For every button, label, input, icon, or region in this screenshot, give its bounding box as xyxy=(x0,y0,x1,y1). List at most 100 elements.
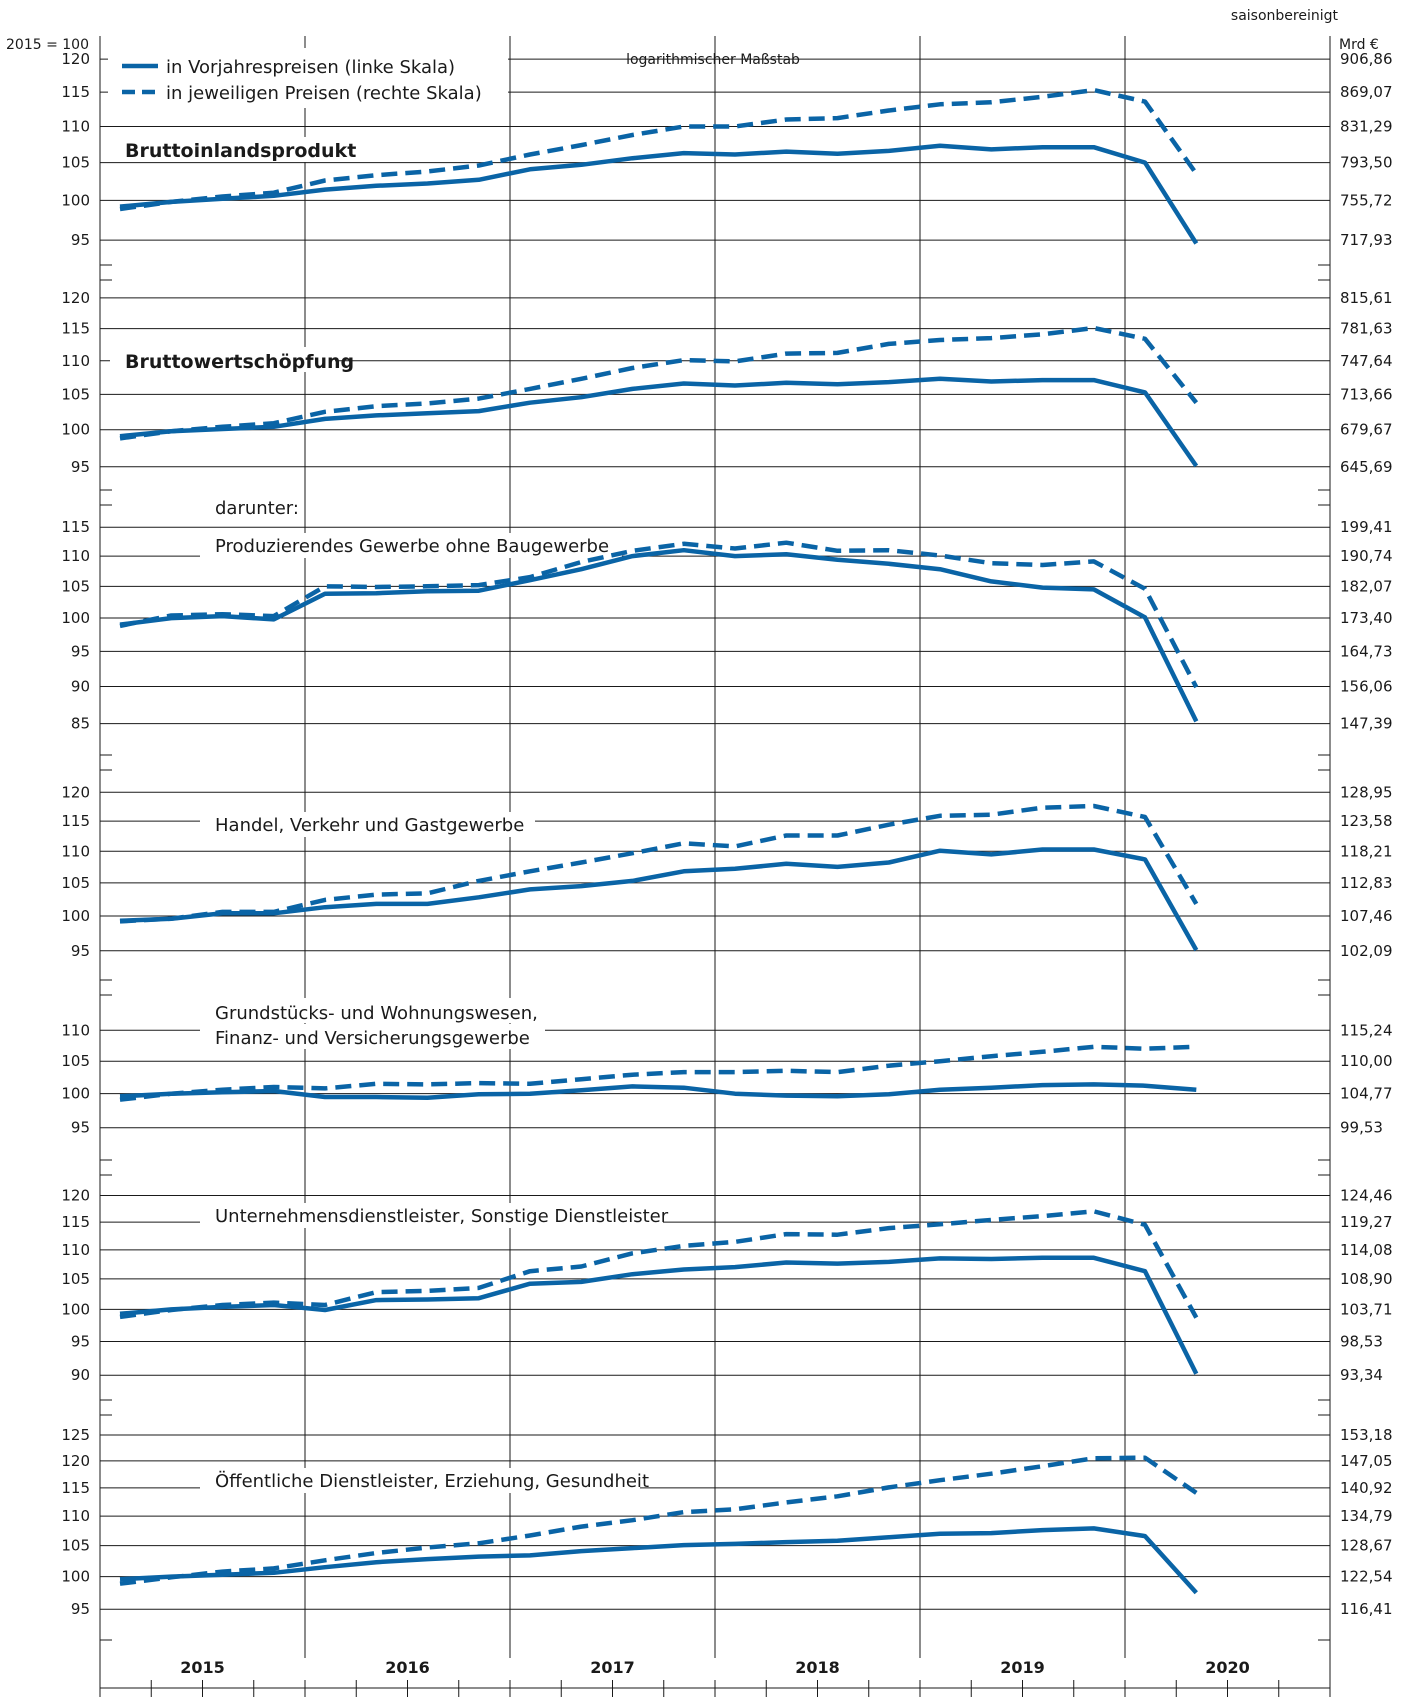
right-axis-unit: Mrd € xyxy=(1339,37,1379,53)
panel-5: 110 115,24 105 110,00 100 104,77 95 99,53 Grunds… xyxy=(61,994,1393,1161)
year-label-2015: 2015 xyxy=(180,1658,225,1677)
left-tick-label: 110 xyxy=(61,118,90,136)
right-tick-label: 103,71 xyxy=(1340,1300,1393,1318)
year-label-2020: 2020 xyxy=(1205,1658,1250,1677)
right-tick-label: 717,93 xyxy=(1340,231,1393,249)
right-tick-label: 114,08 xyxy=(1340,1241,1393,1259)
left-tick-label: 95 xyxy=(71,642,90,660)
year-label-2019: 2019 xyxy=(1000,1658,1045,1677)
right-tick-label: 645,69 xyxy=(1340,458,1393,476)
panel-title: Handel, Verkehr und Gastgewerbe xyxy=(215,815,524,836)
year-label-2017: 2017 xyxy=(590,1658,635,1677)
left-tick-label: 110 xyxy=(61,1021,90,1039)
title-mask xyxy=(110,347,335,372)
right-tick-label: 140,92 xyxy=(1340,1479,1393,1497)
adjustment-note: saisonbereinigt xyxy=(1231,8,1339,24)
left-tick-label: 115 xyxy=(61,1479,90,1497)
left-tick-label: 105 xyxy=(61,1052,90,1070)
panel-title: Grundstücks- und Wohnungswesen, xyxy=(215,1003,538,1024)
right-tick-label: 104,77 xyxy=(1340,1085,1393,1103)
year-label-2016: 2016 xyxy=(385,1658,430,1677)
right-tick-label: 755,72 xyxy=(1340,191,1393,209)
year-axis: 2015 2016 2017 2018 2019 2020 xyxy=(180,1658,1250,1677)
right-tick-label: 102,09 xyxy=(1340,942,1393,960)
left-tick-label: 110 xyxy=(61,547,90,565)
left-tick-label: 100 xyxy=(61,609,90,627)
left-tick-label: 105 xyxy=(61,577,90,595)
left-tick-label: 110 xyxy=(61,352,90,370)
left-tick-label: 120 xyxy=(61,1452,90,1470)
left-tick-label: 115 xyxy=(61,812,90,830)
left-tick-label: 125 xyxy=(61,1426,90,1444)
series-line-real xyxy=(119,1526,1198,1595)
legend-label-solid: in Vorjahrespreisen (linke Skala) xyxy=(166,57,455,78)
legend-label-dashed: in jeweiligen Preisen (rechte Skala) xyxy=(166,83,482,104)
panel-1: 120 906,86 115 869,07 110 831,29 105 793,50 100 7… xyxy=(61,50,1393,266)
series-line-nominal xyxy=(119,540,1199,689)
left-tick-label: 100 xyxy=(61,191,90,209)
right-tick-label: 112,83 xyxy=(1340,874,1393,892)
panel-7: 125 153,18 120 147,05 115 140,92 110 134,79 105 1… xyxy=(61,1414,1393,1641)
right-tick-label: 147,05 xyxy=(1340,1452,1393,1470)
right-tick-label: 147,39 xyxy=(1340,715,1393,733)
series-line-nominal xyxy=(119,803,1199,924)
left-tick-label: 110 xyxy=(61,1241,90,1259)
panel-4: 120 128,95 115 123,58 110 118,21 105 112,83 100 1… xyxy=(61,769,1393,981)
left-tick-label: 110 xyxy=(61,842,90,860)
right-tick-label: 118,21 xyxy=(1340,842,1393,860)
right-tick-label: 781,63 xyxy=(1340,320,1393,338)
panel-2: 120 815,61 115 781,63 110 747,64 105 713,66 100 6… xyxy=(61,279,1393,491)
legend-background xyxy=(108,48,508,108)
right-tick-label: 128,67 xyxy=(1340,1537,1393,1555)
series-line-real xyxy=(119,847,1199,952)
chart-panels: 120 906,86 115 869,07 110 831,29 105 793,50 100 7… xyxy=(61,50,1393,1641)
right-tick-label: 99,53 xyxy=(1340,1119,1383,1137)
left-tick-label: 85 xyxy=(71,715,90,733)
panel-title: Finanz- und Versicherungsgewerbe xyxy=(215,1028,530,1049)
title-mask xyxy=(200,1024,545,1049)
left-tick-label: 95 xyxy=(71,231,90,249)
left-tick-label: 90 xyxy=(71,1366,90,1384)
series-line-nominal xyxy=(119,1044,1197,1102)
left-tick-label: 120 xyxy=(61,783,90,801)
right-tick-label: 115,24 xyxy=(1340,1021,1393,1039)
right-tick-label: 108,90 xyxy=(1340,1270,1393,1288)
left-tick-label: 105 xyxy=(61,1270,90,1288)
panel-title: Bruttowertschöpfung xyxy=(125,351,354,373)
right-tick-label: 128,95 xyxy=(1340,783,1393,801)
year-label-2018: 2018 xyxy=(795,1658,840,1677)
left-tick-label: 100 xyxy=(61,421,90,439)
right-tick-label: 815,61 xyxy=(1340,289,1393,307)
right-tick-label: 869,07 xyxy=(1340,83,1393,101)
right-tick-label: 107,46 xyxy=(1340,907,1393,925)
left-tick-label: 115 xyxy=(61,518,90,536)
series-line-real xyxy=(119,1082,1197,1100)
right-tick-label: 173,40 xyxy=(1340,609,1393,627)
title-mask xyxy=(110,137,335,162)
left-tick-label: 90 xyxy=(71,678,90,696)
left-tick-label: 105 xyxy=(61,154,90,172)
left-tick-label: 120 xyxy=(61,289,90,307)
right-tick-label: 199,41 xyxy=(1340,518,1393,536)
left-tick-label: 115 xyxy=(61,320,90,338)
right-tick-label: 190,74 xyxy=(1340,547,1393,565)
chart-frame xyxy=(99,36,1331,1697)
right-tick-label: 156,06 xyxy=(1340,678,1393,696)
right-tick-label: 122,54 xyxy=(1340,1568,1393,1586)
left-tick-label: 95 xyxy=(71,1119,90,1137)
series-line-nominal xyxy=(119,1455,1198,1586)
right-tick-label: 116,41 xyxy=(1340,1600,1393,1618)
panel-subtitle: darunter: xyxy=(215,498,299,519)
right-tick-label: 164,73 xyxy=(1340,642,1393,660)
left-tick-label: 100 xyxy=(61,1085,90,1103)
left-tick-label: 110 xyxy=(61,1507,90,1525)
right-tick-label: 134,79 xyxy=(1340,1507,1393,1525)
title-mask xyxy=(200,998,560,1023)
left-tick-label: 100 xyxy=(61,1300,90,1318)
series-line-nominal xyxy=(119,1209,1199,1320)
scale-note: logarithmischer Maßstab xyxy=(626,52,800,68)
panel-title: Produzierendes Gewerbe ohne Baugewerbe xyxy=(215,536,609,557)
left-tick-label: 115 xyxy=(61,83,90,101)
title-mask xyxy=(200,1468,640,1493)
